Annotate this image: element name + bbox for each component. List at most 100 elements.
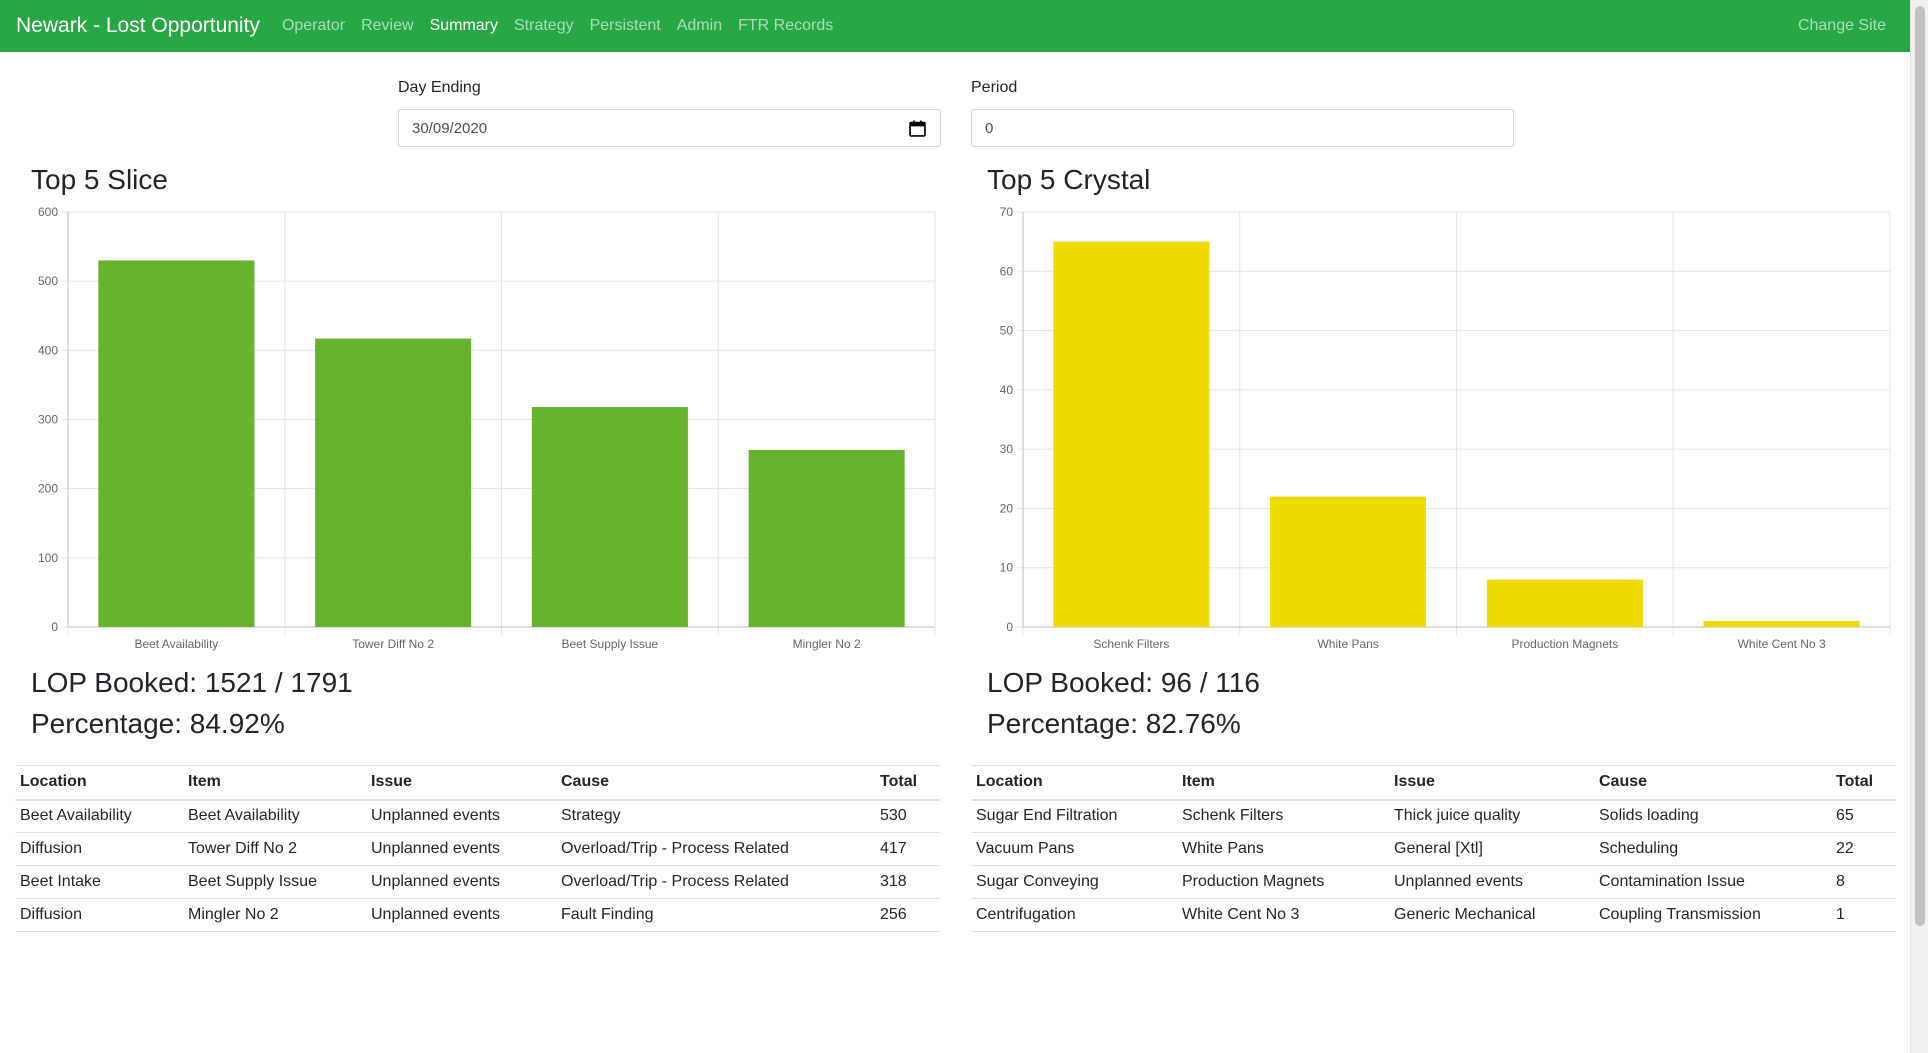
cell-issue: General [Xtl] <box>1389 832 1594 866</box>
slice-percentage: Percentage: 84.92% <box>31 708 285 739</box>
cell-item: Beet Availability <box>183 799 366 833</box>
column-header-cause: Cause <box>1594 765 1831 801</box>
cell-issue: Generic Mechanical <box>1389 898 1594 932</box>
period-label: Period <box>971 79 1018 96</box>
cell-total: 65 <box>1831 799 1896 833</box>
period-input[interactable]: 0 <box>971 109 1514 147</box>
cell-item: White Pans <box>1177 832 1389 866</box>
cell-total: 8 <box>1831 865 1896 899</box>
cell-location: Sugar Conveying <box>971 865 1177 899</box>
cell-issue: Thick juice quality <box>1389 799 1594 833</box>
table-row: Sugar Conveying Production Magnets Unpla… <box>971 865 1896 899</box>
cell-location: Diffusion <box>15 832 183 866</box>
cell-cause: Overload/Trip - Process Related <box>556 865 875 899</box>
cell-cause: Scheduling <box>1594 832 1831 866</box>
cell-item: Production Magnets <box>1177 865 1389 899</box>
calendar-icon[interactable] <box>909 120 926 137</box>
y-tick-label: 200 <box>38 482 58 496</box>
y-tick-label: 0 <box>1006 620 1013 634</box>
cell-issue: Unplanned events <box>366 799 556 833</box>
crystal-lop-booked: LOP Booked: 96 / 116 <box>987 667 1260 698</box>
change-site-link[interactable]: Change Site <box>1797 17 1886 34</box>
y-tick-label: 100 <box>38 551 58 565</box>
nav-link-ftr-records[interactable]: FTR Records <box>738 17 834 34</box>
x-tick-label: Beet Supply Issue <box>562 637 659 651</box>
column-header-issue: Issue <box>366 765 556 801</box>
nav-link-persistent[interactable]: Persistent <box>589 17 661 34</box>
cell-total: 318 <box>875 865 940 899</box>
cell-location: Sugar End Filtration <box>971 799 1177 833</box>
x-tick-label: White Cent No 3 <box>1738 637 1826 651</box>
page-scrollbar[interactable] <box>1910 0 1928 1053</box>
nav-link-admin[interactable]: Admin <box>676 17 723 34</box>
column-header-cause: Cause <box>556 765 875 801</box>
table-row: Diffusion Tower Diff No 2 Unplanned even… <box>15 832 940 866</box>
column-header-issue: Issue <box>1389 765 1594 801</box>
cell-total: 1 <box>1831 898 1896 932</box>
nav-link-summary[interactable]: Summary <box>429 17 498 34</box>
cell-location: Vacuum Pans <box>971 832 1177 866</box>
slice-lop-booked: LOP Booked: 1521 / 1791 <box>31 667 353 698</box>
slice-chart-title: Top 5 Slice <box>31 164 168 195</box>
bar <box>1270 496 1427 627</box>
bar <box>315 338 472 627</box>
column-header-item: Item <box>1177 765 1389 801</box>
day-ending-input[interactable]: 30/09/2020 <box>398 109 941 147</box>
table-row: Beet Intake Beet Supply Issue Unplanned … <box>15 865 940 899</box>
scrollbar-thumb[interactable] <box>1915 6 1925 926</box>
bar <box>531 407 688 627</box>
crystal-bar-chart: 0 10 20 30 40 50 60 70 Schenk Filters White Pans P… <box>1000 205 1891 651</box>
top-navbar: Newark - Lost Opportunity Operator Revie… <box>0 0 1910 52</box>
x-tick-label: Tower Diff No 2 <box>352 637 434 651</box>
day-ending-label: Day Ending <box>398 79 481 96</box>
x-tick-label: White Pans <box>1317 637 1378 651</box>
table-row: Sugar End Filtration Schenk Filters Thic… <box>971 799 1896 833</box>
bar <box>1703 621 1860 627</box>
y-tick-label: 50 <box>1000 324 1014 338</box>
cell-total: 530 <box>875 799 940 833</box>
day-ending-value: 30/09/2020 <box>412 119 488 137</box>
cell-cause: Overload/Trip - Process Related <box>556 832 875 866</box>
cell-issue: Unplanned events <box>1389 865 1594 899</box>
cell-total: 256 <box>875 898 940 932</box>
table-header-row: Location Item Issue Cause Total <box>15 765 940 801</box>
y-tick-label: 500 <box>38 274 58 288</box>
cell-item: White Cent No 3 <box>1177 898 1389 932</box>
cell-cause: Strategy <box>556 799 875 833</box>
cell-issue: Unplanned events <box>366 865 556 899</box>
column-header-total: Total <box>875 765 940 801</box>
cell-item: Schenk Filters <box>1177 799 1389 833</box>
cell-cause: Fault Finding <box>556 898 875 932</box>
bar <box>1486 579 1643 627</box>
column-header-location: Location <box>971 765 1177 801</box>
column-header-total: Total <box>1831 765 1896 801</box>
crystal-table: Location Item Issue Cause Total Sugar En… <box>971 765 1896 932</box>
y-tick-label: 10 <box>1000 561 1014 575</box>
column-header-item: Item <box>183 765 366 801</box>
cell-item: Tower Diff No 2 <box>183 832 366 866</box>
column-header-location: Location <box>15 765 183 801</box>
crystal-percentage: Percentage: 82.76% <box>987 708 1241 739</box>
cell-location: Centrifugation <box>971 898 1177 932</box>
y-tick-label: 300 <box>38 413 58 427</box>
table-row: Vacuum Pans White Pans General [Xtl] Sch… <box>971 832 1896 866</box>
table-header-row: Location Item Issue Cause Total <box>971 765 1896 801</box>
x-tick-label: Production Magnets <box>1512 637 1619 651</box>
table-row: Beet Availability Beet Availability Unpl… <box>15 799 940 833</box>
bar <box>1053 241 1210 627</box>
cell-issue: Unplanned events <box>366 898 556 932</box>
y-tick-label: 60 <box>1000 264 1014 278</box>
x-tick-label: Schenk Filters <box>1093 637 1169 651</box>
y-tick-label: 20 <box>1000 501 1014 515</box>
slice-bar-chart: 0 100 200 300 400 500 600 Beet Availability Towe… <box>38 205 936 651</box>
cell-total: 22 <box>1831 832 1896 866</box>
brand-title[interactable]: Newark - Lost Opportunity <box>16 14 260 37</box>
nav-link-operator[interactable]: Operator <box>281 17 346 34</box>
x-tick-label: Mingler No 2 <box>793 637 861 651</box>
cell-cause: Contamination Issue <box>1594 865 1831 899</box>
y-tick-label: 70 <box>1000 205 1014 219</box>
y-tick-label: 400 <box>38 343 58 357</box>
cell-location: Beet Availability <box>15 799 183 833</box>
nav-link-strategy[interactable]: Strategy <box>514 17 574 34</box>
nav-link-review[interactable]: Review <box>361 17 414 34</box>
